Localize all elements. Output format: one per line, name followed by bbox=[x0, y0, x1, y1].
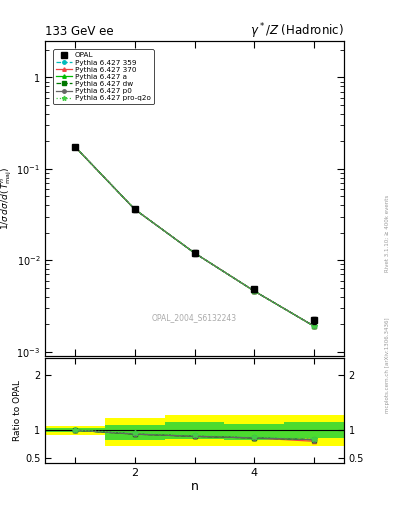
Text: mcplots.cern.ch [arXiv:1306.3436]: mcplots.cern.ch [arXiv:1306.3436] bbox=[385, 317, 390, 413]
Text: $\gamma^*/Z$ (Hadronic): $\gamma^*/Z$ (Hadronic) bbox=[250, 22, 344, 41]
Y-axis label: $1/\sigma\,d\sigma/d(\,T^n_{\rm maj})$: $1/\sigma\,d\sigma/d(\,T^n_{\rm maj})$ bbox=[0, 167, 14, 230]
X-axis label: n: n bbox=[191, 480, 198, 493]
Text: 133 GeV ee: 133 GeV ee bbox=[45, 25, 114, 38]
Legend: OPAL, Pythia 6.427 359, Pythia 6.427 370, Pythia 6.427 a, Pythia 6.427 dw, Pythi: OPAL, Pythia 6.427 359, Pythia 6.427 370… bbox=[53, 50, 154, 104]
Y-axis label: Ratio to OPAL: Ratio to OPAL bbox=[13, 380, 22, 441]
Text: Rivet 3.1.10; ≥ 400k events: Rivet 3.1.10; ≥ 400k events bbox=[385, 195, 390, 272]
Text: OPAL_2004_S6132243: OPAL_2004_S6132243 bbox=[152, 313, 237, 323]
